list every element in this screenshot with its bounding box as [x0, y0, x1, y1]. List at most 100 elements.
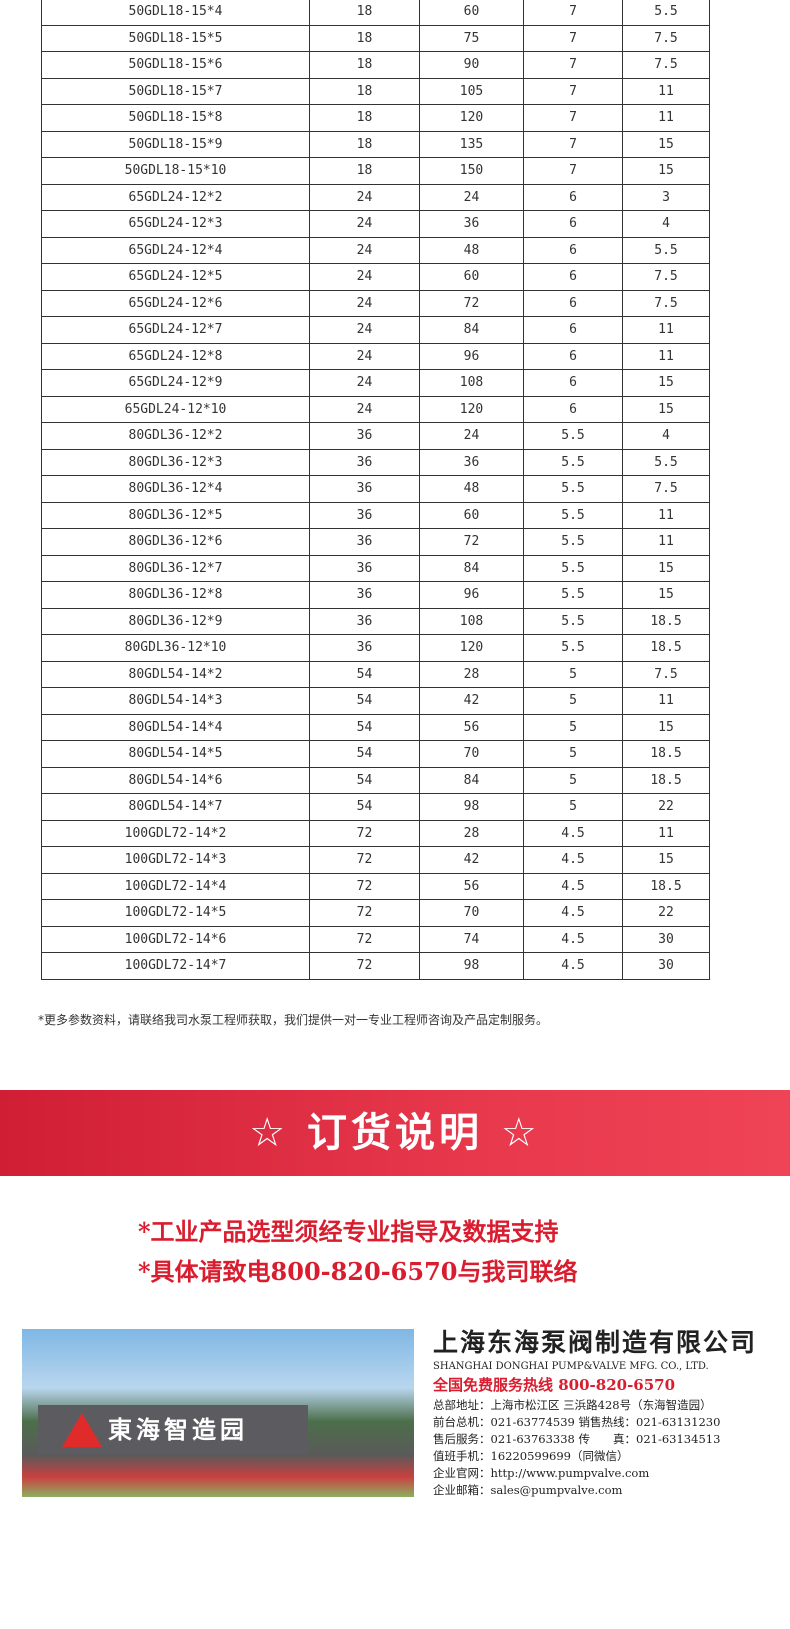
spec-table: 50GDL18-15*4 18 60 7 5.5 50GDL18-15*5 18 75 7 7.5… [41, 0, 710, 980]
table-cell: 80GDL36-12*4 [41, 475, 310, 503]
table-cell: 7 [523, 0, 623, 26]
table-cell: 36 [309, 581, 420, 609]
table-cell: 80GDL54-14*5 [41, 740, 310, 768]
table-row: 80GDL54-14*3 54 42 5 11 [41, 687, 710, 715]
table-cell: 28 [419, 660, 524, 688]
table-cell: 100GDL72-14*7 [41, 952, 310, 980]
sign-text: 東海智造园 [108, 1415, 248, 1444]
table-cell: 80GDL54-14*4 [41, 713, 310, 741]
table-cell: 90 [419, 51, 524, 79]
table-cell: 108 [419, 369, 524, 397]
table-row: 50GDL18-15*4 18 60 7 5.5 [41, 0, 710, 26]
table-cell: 5 [523, 687, 623, 715]
table-cell: 15 [622, 369, 710, 397]
table-row: 65GDL24-12*5 24 60 6 7.5 [41, 263, 710, 291]
table-cell: 72 [309, 952, 420, 980]
table-cell: 65GDL24-12*10 [41, 395, 310, 423]
table-cell: 6 [523, 369, 623, 397]
table-cell: 54 [309, 713, 420, 741]
table-row: 65GDL24-12*3 24 36 6 4 [41, 210, 710, 238]
hotline: 全国免费服务热线 800-820-6570 [433, 1376, 676, 1394]
table-cell: 18 [309, 24, 420, 52]
table-cell: 7 [523, 130, 623, 158]
table-cell: 80GDL36-12*8 [41, 581, 310, 609]
table-cell: 36 [419, 210, 524, 238]
table-cell: 4.5 [523, 846, 623, 874]
table-cell: 24 [309, 263, 420, 291]
table-row: 80GDL54-14*2 54 28 5 7.5 [41, 660, 710, 688]
contact-line[interactable]: 企业邮箱：sales@pumpvalve.com [433, 1483, 623, 1497]
table-cell: 5.5 [523, 554, 623, 582]
table-row: 100GDL72-14*5 72 70 4.5 22 [41, 899, 710, 927]
table-cell: 3 [622, 183, 710, 211]
table-cell: 72 [419, 528, 524, 556]
table-cell: 60 [419, 0, 524, 26]
table-cell: 24 [419, 183, 524, 211]
table-cell: 65GDL24-12*9 [41, 369, 310, 397]
table-cell: 5.5 [622, 236, 710, 264]
table-cell: 7 [523, 104, 623, 132]
table-cell: 65GDL24-12*2 [41, 183, 310, 211]
table-row: 100GDL72-14*3 72 42 4.5 15 [41, 846, 710, 874]
table-cell: 54 [309, 740, 420, 768]
table-cell: 18.5 [622, 766, 710, 794]
table-cell: 11 [622, 316, 710, 344]
table-cell: 36 [309, 554, 420, 582]
order-notes-banner: ☆ 订货说明 ☆ [0, 1090, 790, 1176]
table-cell: 24 [309, 236, 420, 264]
table-row: 100GDL72-14*7 72 98 4.5 30 [41, 952, 710, 980]
table-cell: 42 [419, 846, 524, 874]
table-cell: 6 [523, 316, 623, 344]
table-cell: 5 [523, 766, 623, 794]
contact-line[interactable]: 企业官网：http://www.pumpvalve.com [433, 1466, 650, 1480]
table-cell: 36 [309, 475, 420, 503]
table-row: 65GDL24-12*6 24 72 6 7.5 [41, 289, 710, 317]
table-cell: 5.5 [523, 581, 623, 609]
factory-photo: 東海智造园 [22, 1329, 414, 1497]
table-cell: 4 [622, 422, 710, 450]
table-row: 80GDL36-12*4 36 48 5.5 7.5 [41, 475, 710, 503]
table-cell: 7 [523, 77, 623, 105]
table-cell: 42 [419, 687, 524, 715]
table-cell: 80GDL54-14*2 [41, 660, 310, 688]
table-cell: 72 [419, 289, 524, 317]
table-cell: 98 [419, 793, 524, 821]
table-cell: 28 [419, 819, 524, 847]
table-cell: 15 [622, 554, 710, 582]
table-cell: 54 [309, 766, 420, 794]
table-row: 65GDL24-12*4 24 48 6 5.5 [41, 236, 710, 264]
table-cell: 11 [622, 687, 710, 715]
table-cell: 30 [622, 952, 710, 980]
table-cell: 6 [523, 395, 623, 423]
table-cell: 54 [309, 687, 420, 715]
table-cell: 11 [622, 501, 710, 529]
table-cell: 18 [309, 51, 420, 79]
table-cell: 72 [309, 846, 420, 874]
table-cell: 22 [622, 793, 710, 821]
table-cell: 5.5 [523, 501, 623, 529]
table-cell: 6 [523, 183, 623, 211]
contact-line: 前台总机：021-63774539 销售热线：021-63131230 [433, 1415, 721, 1429]
table-cell: 5 [523, 793, 623, 821]
table-cell: 50GDL18-15*5 [41, 24, 310, 52]
table-row: 65GDL24-12*7 24 84 6 11 [41, 316, 710, 344]
table-cell: 24 [309, 210, 420, 238]
table-cell: 24 [309, 395, 420, 423]
table-cell: 150 [419, 157, 524, 185]
table-cell: 100GDL72-14*2 [41, 819, 310, 847]
table-row: 80GDL36-12*7 36 84 5.5 15 [41, 554, 710, 582]
table-cell: 135 [419, 130, 524, 158]
table-row: 65GDL24-12*8 24 96 6 11 [41, 342, 710, 370]
table-cell: 80GDL36-12*2 [41, 422, 310, 450]
table-cell: 60 [419, 263, 524, 291]
table-cell: 36 [309, 422, 420, 450]
table-cell: 15 [622, 395, 710, 423]
table-cell: 56 [419, 713, 524, 741]
table-cell: 5.5 [523, 634, 623, 662]
table-cell: 80GDL36-12*9 [41, 607, 310, 635]
contact-line: 总部地址：上海市松江区 三浜路428号（东海智造园） [433, 1398, 712, 1412]
table-cell: 30 [622, 925, 710, 953]
table-cell: 24 [419, 422, 524, 450]
table-cell: 80GDL36-12*5 [41, 501, 310, 529]
table-cell: 36 [309, 501, 420, 529]
